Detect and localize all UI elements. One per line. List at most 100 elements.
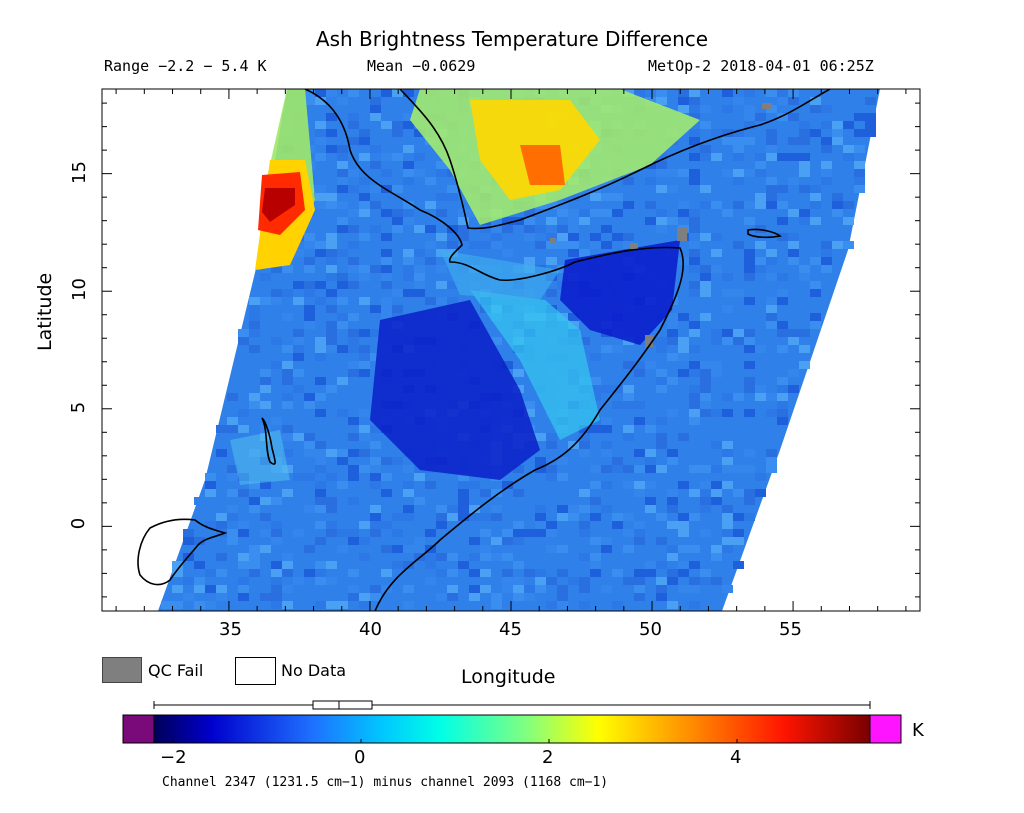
data-pixel xyxy=(315,337,326,345)
data-pixel xyxy=(656,449,667,457)
data-pixel xyxy=(667,185,678,193)
data-pixel xyxy=(414,225,425,233)
data-pixel xyxy=(623,233,634,241)
data-pixel xyxy=(689,401,700,409)
data-pixel xyxy=(271,537,282,545)
data-pixel xyxy=(601,225,612,233)
data-pixel xyxy=(722,505,733,513)
data-pixel xyxy=(777,233,788,241)
data-pixel xyxy=(524,537,535,545)
data-pixel xyxy=(733,97,744,105)
data-pixel xyxy=(249,481,260,489)
data-pixel xyxy=(579,449,590,457)
data-pixel xyxy=(513,593,524,601)
data-pixel xyxy=(700,113,711,121)
data-pixel xyxy=(612,569,623,577)
data-pixel xyxy=(777,329,788,337)
data-pixel xyxy=(700,489,711,497)
data-pixel xyxy=(315,153,326,161)
data-pixel xyxy=(282,553,293,561)
data-pixel xyxy=(788,241,799,249)
data-pixel xyxy=(799,209,810,217)
data-pixel xyxy=(799,97,810,105)
data-pixel xyxy=(832,145,843,153)
data-pixel xyxy=(315,193,326,201)
colorbar-tick-label: 2 xyxy=(542,747,554,768)
data-pixel xyxy=(590,393,601,401)
data-pixel xyxy=(711,409,722,417)
data-pixel xyxy=(755,265,766,273)
data-pixel xyxy=(249,601,260,609)
data-pixel xyxy=(326,337,337,345)
data-pixel xyxy=(579,337,590,345)
data-pixel xyxy=(326,145,337,153)
data-pixel xyxy=(326,601,337,609)
data-pixel xyxy=(381,209,392,217)
data-pixel xyxy=(282,569,293,577)
data-pixel xyxy=(777,321,788,329)
data-pixel xyxy=(733,241,744,249)
data-pixel xyxy=(601,505,612,513)
data-pixel xyxy=(359,153,370,161)
data-pixel xyxy=(777,345,788,353)
data-pixel xyxy=(557,497,568,505)
data-pixel xyxy=(766,257,777,265)
data-pixel xyxy=(755,393,766,401)
data-pixel xyxy=(766,393,777,401)
data-pixel xyxy=(623,425,634,433)
data-pixel xyxy=(425,593,436,601)
data-pixel xyxy=(722,457,733,465)
data-pixel xyxy=(436,209,447,217)
data-pixel xyxy=(667,577,678,585)
data-pixel xyxy=(392,89,403,97)
data-pixel xyxy=(667,521,678,529)
data-pixel xyxy=(612,233,623,241)
data-pixel xyxy=(502,569,513,577)
data-pixel xyxy=(623,393,634,401)
lon-tick-label: 35 xyxy=(219,619,242,640)
data-pixel xyxy=(249,577,260,585)
data-pixel xyxy=(469,481,480,489)
data-pixel xyxy=(293,337,304,345)
data-pixel xyxy=(337,345,348,353)
channel-footnote: Channel 2347 (1231.5 cm−1) minus channel… xyxy=(162,775,609,790)
data-pixel xyxy=(392,129,403,137)
data-pixel xyxy=(436,569,447,577)
data-pixel xyxy=(777,305,788,313)
data-pixel xyxy=(326,473,337,481)
data-pixel xyxy=(689,545,700,553)
data-pixel xyxy=(689,105,700,113)
data-pixel xyxy=(304,449,315,457)
data-pixel xyxy=(348,169,359,177)
data-pixel xyxy=(623,385,634,393)
data-pixel xyxy=(744,345,755,353)
data-pixel xyxy=(612,513,623,521)
data-pixel xyxy=(557,233,568,241)
data-pixel xyxy=(788,329,799,337)
data-pixel xyxy=(370,97,381,105)
data-pixel xyxy=(238,409,249,417)
data-pixel xyxy=(722,545,733,553)
data-pixel xyxy=(601,425,612,433)
data-pixel xyxy=(513,561,524,569)
data-pixel xyxy=(722,137,733,145)
data-pixel xyxy=(590,377,601,385)
data-pixel xyxy=(656,185,667,193)
data-pixel xyxy=(458,505,469,513)
data-pixel xyxy=(689,473,700,481)
data-pixel xyxy=(370,529,381,537)
data-pixel xyxy=(260,593,271,601)
data-pixel xyxy=(293,329,304,337)
data-pixel xyxy=(271,593,282,601)
data-pixel xyxy=(513,489,524,497)
data-pixel xyxy=(458,497,469,505)
data-pixel xyxy=(414,233,425,241)
data-pixel xyxy=(315,473,326,481)
data-pixel xyxy=(326,385,337,393)
data-pixel xyxy=(579,249,590,257)
data-pixel xyxy=(304,345,315,353)
data-pixel xyxy=(282,601,293,609)
mean-readout: Mean −0.0629 xyxy=(367,57,476,75)
data-pixel xyxy=(238,585,249,593)
data-pixel xyxy=(546,601,557,609)
